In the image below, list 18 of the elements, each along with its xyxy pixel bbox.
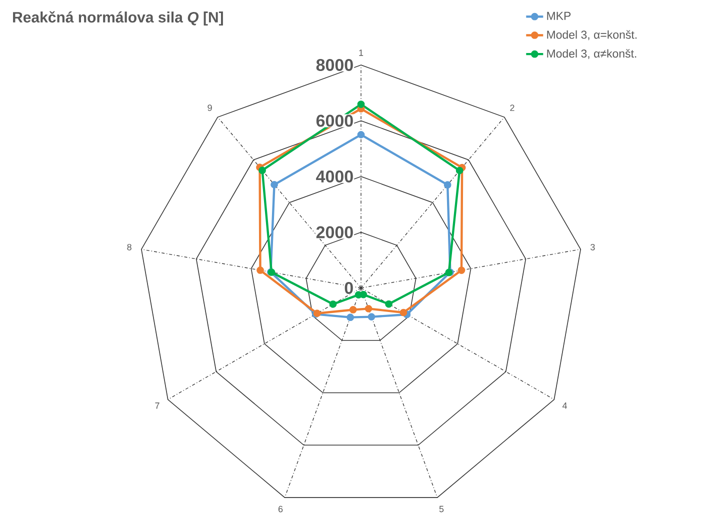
legend-label: MKP: [547, 12, 571, 20]
y-tick-label: 0: [344, 282, 353, 294]
spoke-label: 4: [562, 402, 567, 409]
y-tick-label: 2000: [316, 226, 353, 238]
y-tick-label: 6000: [316, 114, 353, 127]
spoke-label: 5: [439, 506, 444, 512]
spoke-label: 3: [590, 244, 595, 251]
y-tick-label: 8000: [316, 59, 353, 72]
legend-label: Model 3, α=konšt.: [547, 30, 637, 40]
spoke-label: 2: [510, 104, 514, 112]
spoke-label: 7: [155, 402, 160, 409]
legend-label: Model 3, α≠konšt.: [547, 49, 636, 60]
spoke-label: 8: [127, 244, 132, 251]
spoke-label: 6: [278, 506, 283, 512]
chart-title: Reakčná normálova sila Q [N]: [13, 11, 223, 26]
spoke-label: 9: [208, 104, 212, 112]
y-tick-label: 4000: [316, 170, 353, 183]
spoke-label: 1: [359, 50, 364, 56]
